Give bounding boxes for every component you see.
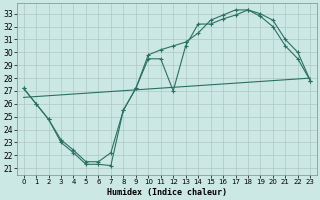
X-axis label: Humidex (Indice chaleur): Humidex (Indice chaleur) bbox=[107, 188, 227, 197]
